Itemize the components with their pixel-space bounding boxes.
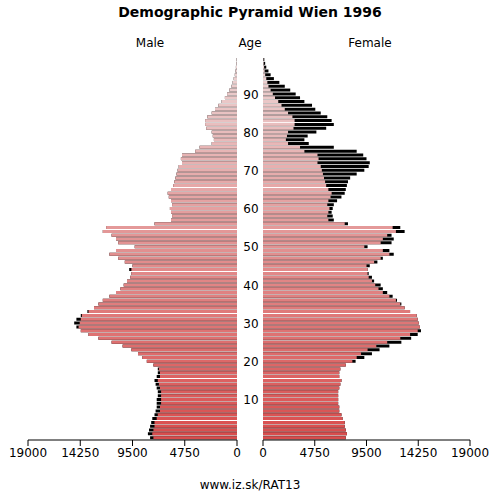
svg-text:90: 90	[243, 88, 258, 102]
html-text:www.iz.sk/RAT13: www.iz.sk/RAT13	[199, 478, 301, 492]
svg-text:9500: 9500	[117, 446, 148, 460]
svg-text:40: 40	[243, 279, 258, 293]
svg-text:0: 0	[259, 446, 267, 460]
svg-text:14250: 14250	[61, 446, 99, 460]
svg-text:19000: 19000	[451, 446, 489, 460]
svg-text:19000: 19000	[9, 446, 47, 460]
svg-text:9500: 9500	[351, 446, 382, 460]
svg-text:60: 60	[243, 202, 258, 216]
svg-text:10: 10	[243, 393, 258, 407]
svg-text:14250: 14250	[399, 446, 437, 460]
svg-text:4750: 4750	[169, 446, 200, 460]
svg-text:0: 0	[233, 446, 241, 460]
svg-text:70: 70	[243, 164, 258, 178]
svg-text:4750: 4750	[299, 446, 330, 460]
svg-text:50: 50	[243, 240, 258, 254]
svg-text:80: 80	[243, 126, 258, 140]
html-text:Demographic Pyramid Wien 1996: Demographic Pyramid Wien 1996	[118, 4, 382, 20]
svg-text:30: 30	[243, 317, 258, 331]
html-text:Male: Male	[135, 36, 165, 50]
html-text:Age: Age	[238, 36, 262, 50]
svg-text:20: 20	[243, 355, 258, 369]
html-text:Female: Female	[348, 36, 392, 50]
